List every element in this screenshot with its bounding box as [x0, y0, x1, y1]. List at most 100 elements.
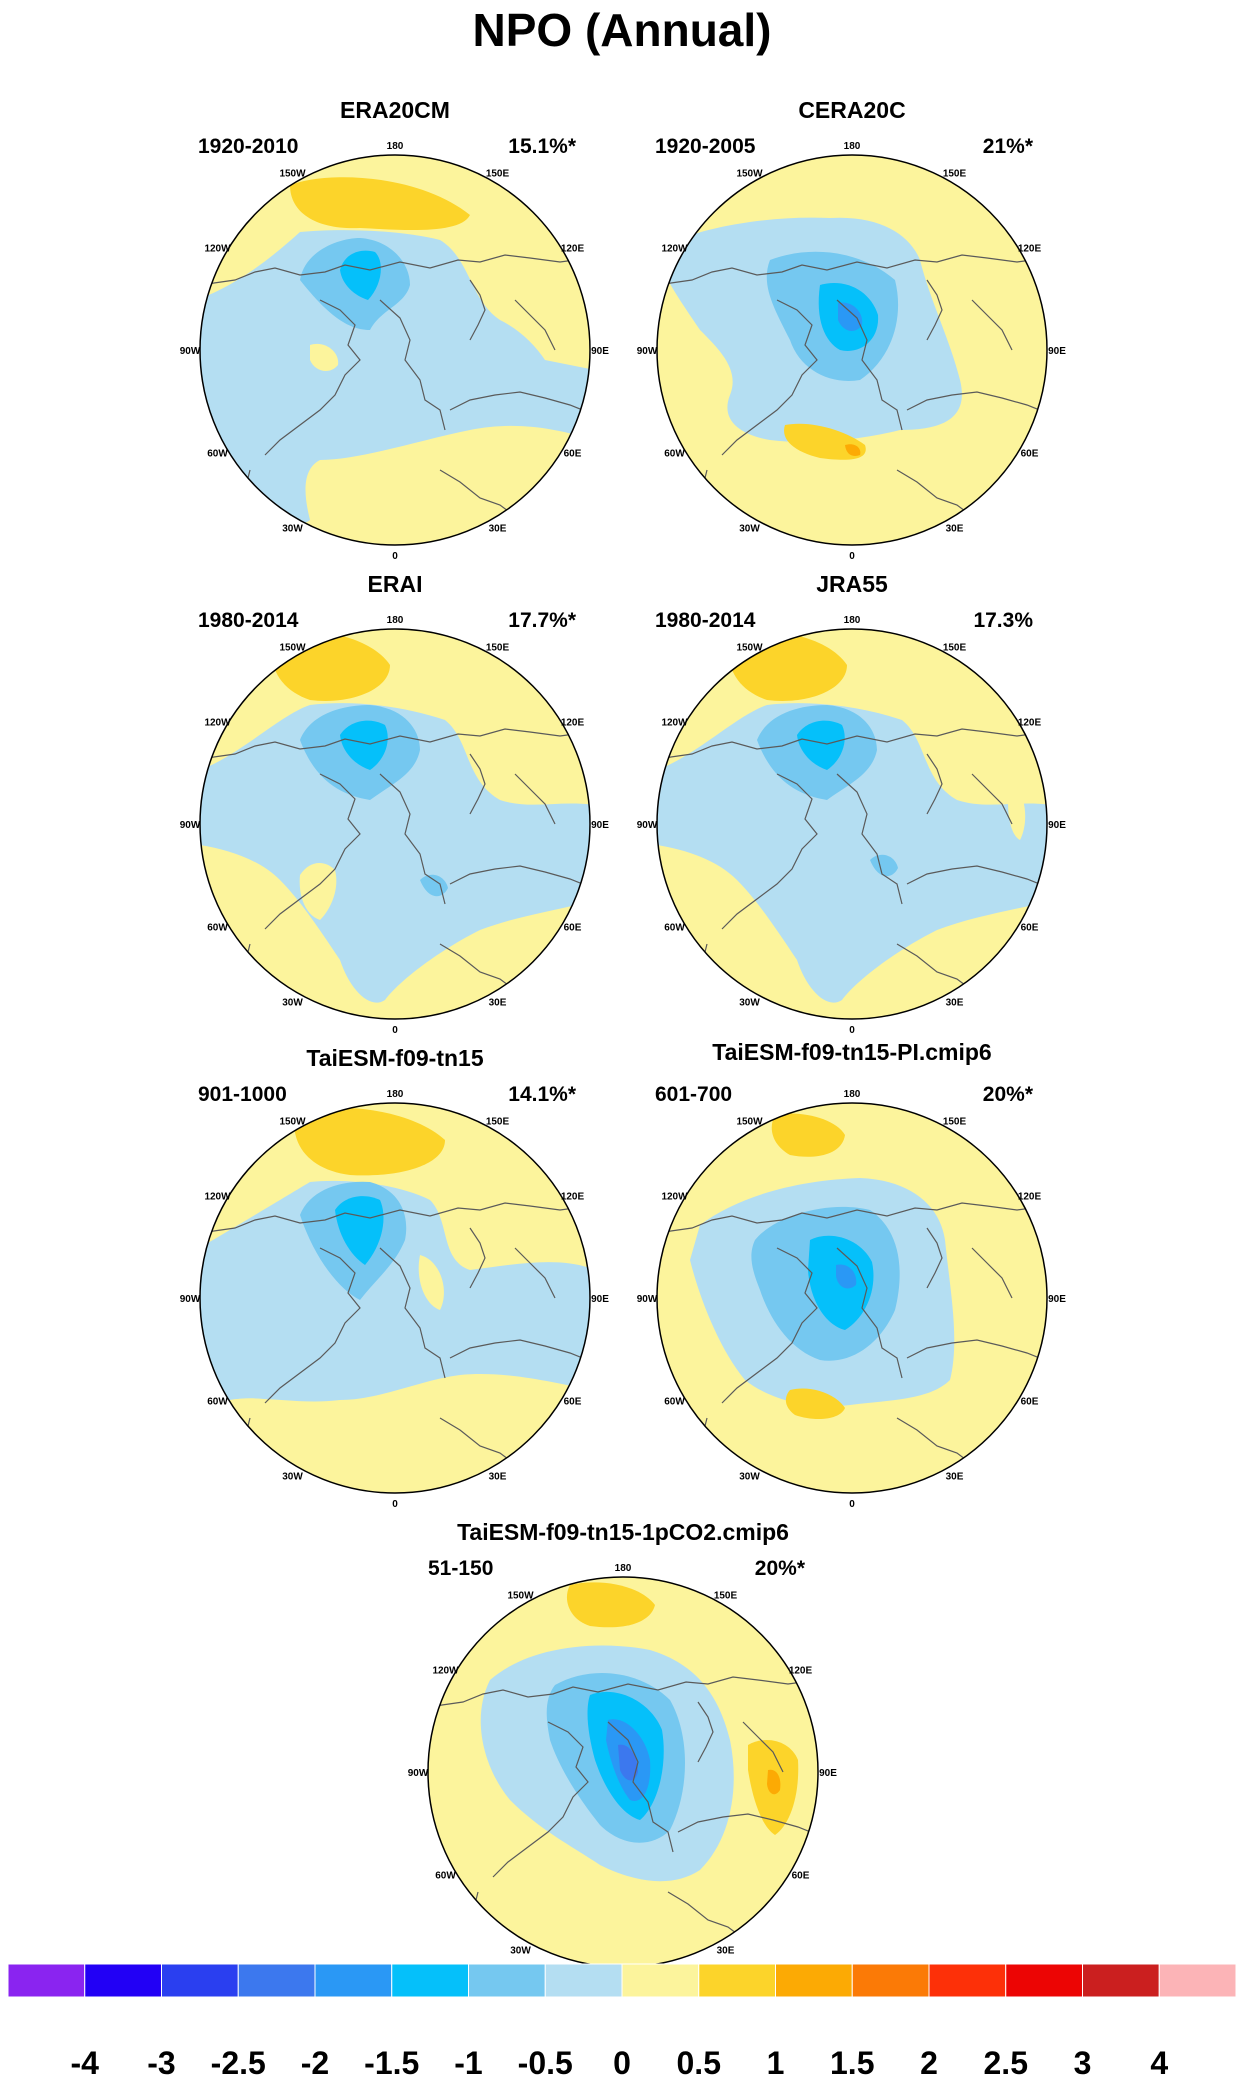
panel-period: 901-1000 — [198, 1083, 287, 1106]
longitude-label: 90E — [819, 1768, 837, 1779]
colorbar: -4 -3 -2.5 -2 -1.5 -1 -0.5 0 0.5 1 1.5 2 2.5 3 4 — [7, 1963, 1237, 2081]
colorbar-swatch — [851, 1963, 930, 1998]
longitude-label: 120E — [561, 244, 585, 255]
panel-taiesm-pi-cmip6: TaiESM-f09-tn15-PI.cmip6 601-700 20%* — [655, 1039, 1048, 1494]
longitude-label: 0 — [392, 1025, 398, 1036]
contour-map — [657, 629, 1047, 1019]
panel-cera20c: CERA20C 1920-2005 21%* — [655, 97, 1048, 546]
panel-erai: ERAI 1980-2014 17.7%* — [198, 571, 591, 1020]
longitude-label: 60W — [435, 1871, 456, 1882]
longitude-label: 150E — [943, 643, 967, 654]
longitude-label: 150W — [736, 169, 763, 180]
panel-title: TaiESM-f09-tn15-1pCO2.cmip6 — [457, 1519, 789, 1545]
colorbar-swatch — [314, 1963, 393, 1998]
colorbar-label: 0.5 — [677, 2045, 721, 2081]
longitude-label: 60E — [1021, 1397, 1039, 1408]
longitude-label: 90W — [180, 346, 201, 357]
longitude-label: 120E — [1018, 1192, 1042, 1203]
contour-map — [428, 1577, 818, 1967]
colorbar-swatch — [84, 1963, 162, 1998]
colorbar-label: -1.5 — [364, 2045, 419, 2081]
longitude-label: 150E — [943, 169, 967, 180]
longitude-label: 90W — [408, 1768, 429, 1779]
colorbar-label: -1 — [454, 2045, 482, 2081]
longitude-label: 180 — [844, 141, 861, 152]
longitude-label: 90W — [637, 1294, 658, 1305]
longitude-label: 90E — [591, 346, 609, 357]
map-rim — [199, 1102, 591, 1494]
longitude-label: 60E — [1021, 449, 1039, 460]
contour-map — [657, 1103, 1047, 1493]
map-rim — [656, 154, 1048, 546]
longitude-label: 150E — [714, 1591, 738, 1602]
colorbar-label: 1 — [767, 2045, 785, 2081]
panel-period: 1980-2014 — [198, 609, 299, 632]
longitude-label: 180 — [387, 615, 404, 626]
longitude-label: 120E — [1018, 718, 1042, 729]
colorbar-swatch — [621, 1963, 700, 1998]
colorbar-label: -2 — [301, 2045, 329, 2081]
longitude-label: 60E — [564, 1397, 582, 1408]
panel-title: ERA20CM — [340, 97, 450, 123]
longitude-label: 30W — [282, 1472, 303, 1483]
colorbar-swatch — [1005, 1963, 1083, 1998]
longitude-label: 180 — [615, 1563, 632, 1574]
colorbar-swatch — [237, 1963, 316, 1998]
panel-variance: 20%* — [755, 1557, 806, 1580]
longitude-label: 120W — [661, 718, 688, 729]
longitude-label: 0 — [392, 1499, 398, 1510]
panel-period: 1980-2014 — [655, 609, 756, 632]
figure-title: NPO (Annual) — [473, 4, 772, 56]
panel-period: 1920-2010 — [198, 135, 298, 158]
panel-variance: 15.1%* — [508, 135, 577, 158]
longitude-label: 30W — [739, 524, 760, 535]
longitude-label: 60W — [207, 449, 228, 460]
longitude-label: 150W — [507, 1591, 534, 1602]
colorbar-label: -2.5 — [211, 2045, 266, 2081]
longitude-label: 120E — [789, 1666, 813, 1677]
panel-variance: 21%* — [983, 135, 1034, 158]
colorbar-swatch — [928, 1963, 1007, 1998]
longitude-label: 180 — [387, 141, 404, 152]
longitude-label: 0 — [392, 551, 398, 562]
longitude-label: 30E — [489, 998, 507, 1009]
panel-title: ERAI — [368, 571, 423, 597]
longitude-label: 30E — [946, 998, 964, 1009]
contour-map — [657, 155, 1047, 545]
colorbar-label: 4 — [1150, 2045, 1168, 2081]
panel-variance: 20%* — [983, 1083, 1034, 1106]
panel-taiesm-f09-tn15: TaiESM-f09-tn15 901-1000 14.1%* — [198, 1045, 591, 1494]
longitude-label: 30W — [739, 1472, 760, 1483]
longitude-label: 150E — [486, 1117, 510, 1128]
longitude-label: 90W — [637, 346, 658, 357]
longitude-labels: 180 150E 120E 90E 60E 30E 0 30W 60W 90W 120W 150W 18… — [180, 141, 1067, 1984]
panel-period: 51-150 — [428, 1557, 493, 1580]
colorbar-label: 3 — [1074, 2045, 1092, 2081]
map-rim — [656, 1102, 1048, 1494]
coastlines — [200, 254, 590, 531]
longitude-label: 120E — [561, 1192, 585, 1203]
panel-variance: 17.7%* — [508, 609, 577, 632]
longitude-label: 150W — [279, 169, 306, 180]
longitude-label: 90W — [637, 820, 658, 831]
coastlines — [200, 1202, 590, 1479]
colorbar-swatch — [544, 1963, 623, 1998]
colorbar-swatch — [7, 1963, 86, 1998]
longitude-label: 60W — [664, 449, 685, 460]
longitude-label: 180 — [844, 615, 861, 626]
panel-taiesm-1pco2-cmip6: TaiESM-f09-tn15-1pCO2.cmip6 51-150 20%* — [427, 1519, 819, 1968]
longitude-label: 0 — [849, 1499, 855, 1510]
longitude-label: 60E — [792, 1871, 810, 1882]
colorbar-swatch — [698, 1963, 776, 1998]
longitude-label: 120W — [204, 718, 231, 729]
colorbar-label: -0.5 — [518, 2045, 573, 2081]
longitude-label: 60W — [207, 1397, 228, 1408]
colorbar-label: 2.5 — [984, 2045, 1028, 2081]
longitude-label: 90W — [180, 820, 201, 831]
longitude-label: 0 — [849, 551, 855, 562]
panel-era20cm: ERA20CM 1920-2010 15.1%* — [198, 97, 591, 546]
longitude-label: 90E — [1048, 820, 1066, 831]
colorbar-swatch — [775, 1963, 853, 1998]
colorbar-label: -4 — [71, 2045, 100, 2081]
